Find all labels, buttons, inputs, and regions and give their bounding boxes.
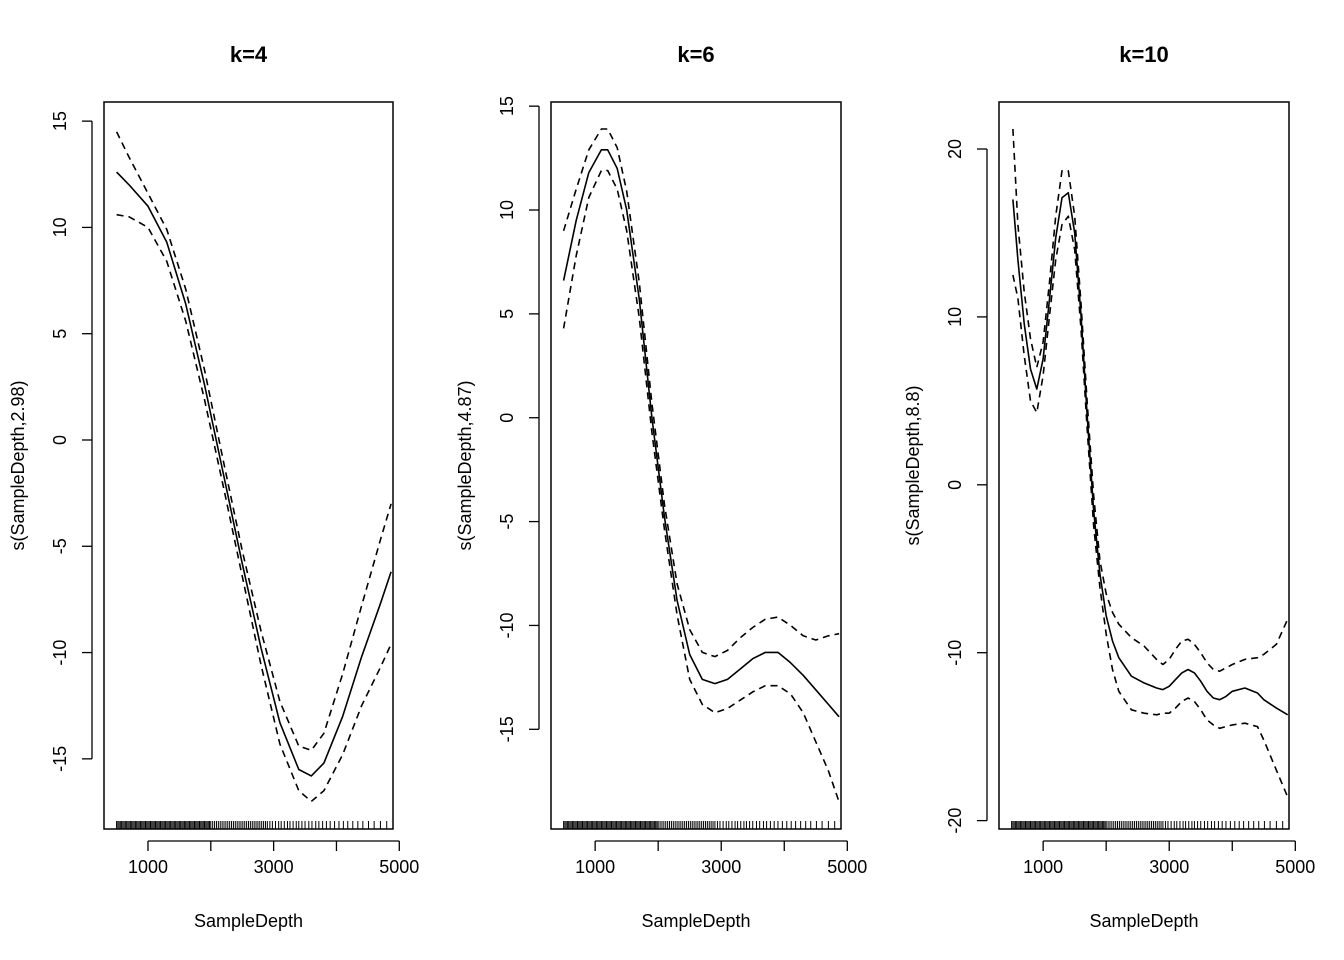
x-tick-label: 3000 [254,857,294,877]
panel-k10: k=10 1000 3000 5000 SampleDepth 20 10 0 -10 -20 s(… [903,42,1315,931]
y-tick-label: 10 [497,200,517,220]
upper-band-line [115,131,392,752]
x-tick-label: 1000 [128,857,168,877]
x-tick-label: 5000 [1275,857,1315,877]
y-tick-label: -15 [497,716,517,742]
y-tick-label: 5 [497,309,517,319]
y-tick-label: -5 [50,538,70,554]
upper-band-line [1012,128,1289,672]
y-tick-label: 15 [50,111,70,131]
rug [116,821,388,829]
x-tick-label: 3000 [701,857,741,877]
y-tick-label: 0 [497,413,517,423]
x-axis-label: SampleDepth [194,911,303,931]
fit-line [562,149,840,718]
panel-k6: k=6 1000 3000 5000 SampleDepth 15 10 5 0 -5 -10 -15… [455,42,867,931]
upper-band-line [562,128,840,658]
plot-frame [103,101,394,830]
plot-frame [998,101,1290,830]
y-tick-label: -10 [945,640,965,666]
y-tick-label: -10 [50,640,70,666]
y-tick-label: 20 [945,139,965,159]
y-tick-label: 15 [497,96,517,116]
y-tick-label: 10 [945,307,965,327]
x-tick-label: 1000 [1023,857,1063,877]
y-tick-label: 5 [50,329,70,339]
y-tick-label: -5 [497,514,517,530]
x-tick-label: 1000 [575,857,615,877]
x-tick-label: 5000 [827,857,867,877]
panel-k4: k=4 1000 3000 5000 SampleDepth 15 10 5 0 -5 -10 -15… [8,42,419,931]
y-tick-label: -20 [945,808,965,834]
y-tick-label: -10 [497,612,517,638]
panel-title: k=4 [230,42,268,67]
y-tick-label: 0 [945,480,965,490]
y-axis-label: s(SampleDepth,2.98) [8,380,28,550]
y-tick-label: 10 [50,217,70,237]
rug [1011,821,1284,829]
x-axis-label: SampleDepth [641,911,750,931]
lower-band-line [116,213,392,803]
panel-title: k=10 [1119,42,1169,67]
x-tick-label: 5000 [379,857,419,877]
fit-line [116,171,392,777]
x-axis-label: SampleDepth [1089,911,1198,931]
lower-band-line [1012,215,1289,798]
y-axis-label: s(SampleDepth,8.8) [903,385,923,545]
panel-title: k=6 [677,42,714,67]
y-tick-label: -15 [50,746,70,772]
lower-band-line [562,169,840,803]
y-tick-label: 0 [50,435,70,445]
rug [563,821,836,829]
fit-line [1012,191,1289,716]
plot-frame [550,101,842,830]
x-tick-label: 3000 [1149,857,1189,877]
y-axis-label: s(SampleDepth,4.87) [455,380,475,550]
